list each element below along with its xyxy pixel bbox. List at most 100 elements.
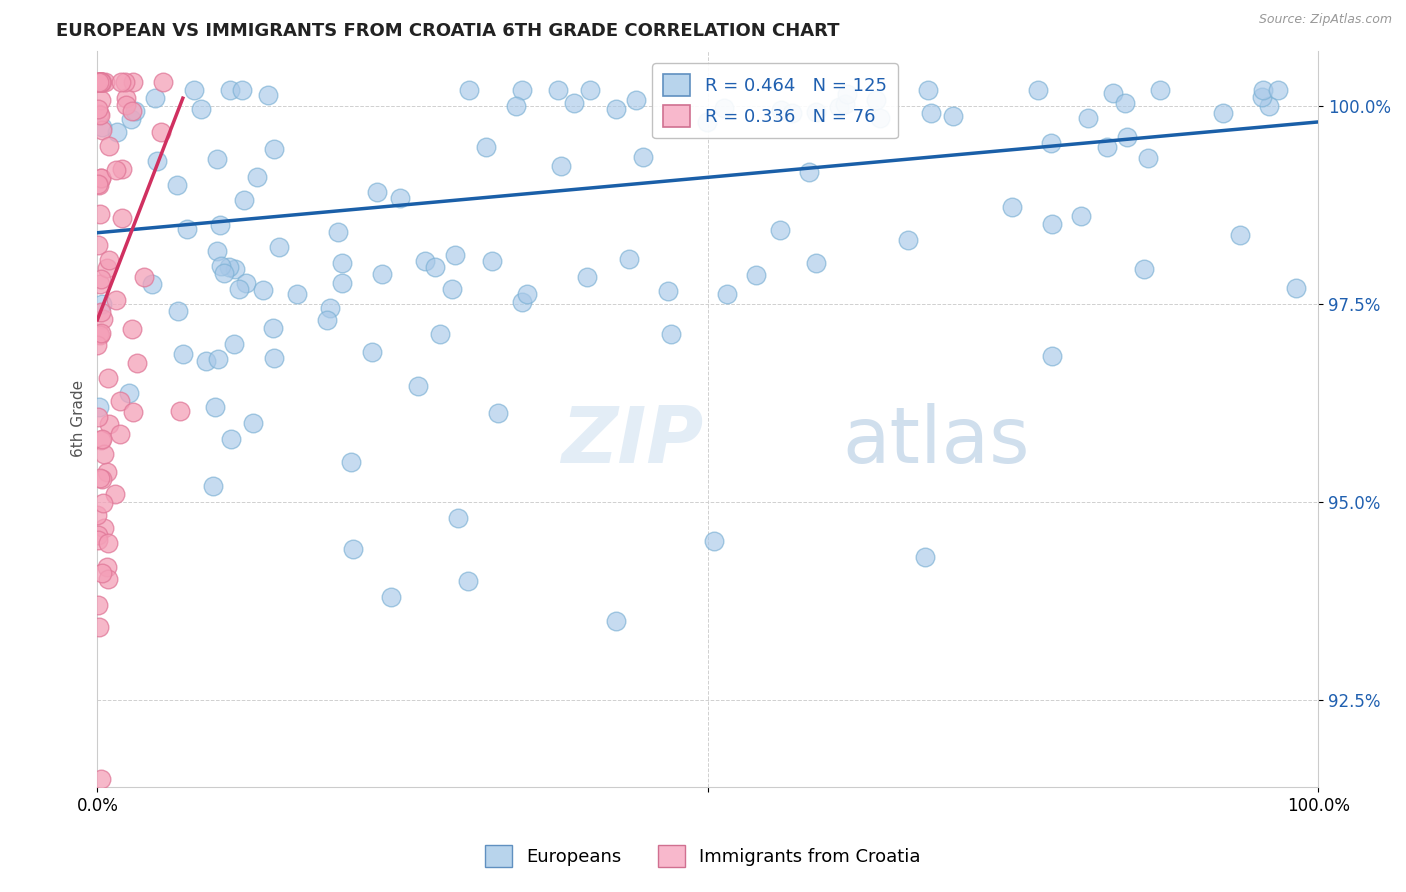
Point [122, 405, 145, 419]
Point [1026, 83, 1049, 97]
Point [1149, 83, 1171, 97]
Point [87, 75, 110, 89]
Point [481, 254, 503, 268]
Point [93, 447, 115, 461]
Point [90, 123, 112, 137]
Point [218, 260, 240, 275]
Point [86, 508, 108, 522]
Point [319, 301, 342, 315]
Point [87, 75, 110, 89]
Point [1039, 136, 1062, 151]
Point [166, 178, 188, 192]
Point [769, 223, 792, 237]
Point [97, 572, 120, 586]
Point [98, 253, 121, 268]
Point [1212, 105, 1234, 120]
Point [263, 351, 285, 366]
Point [869, 111, 891, 125]
Point [205, 152, 228, 166]
Point [167, 304, 190, 318]
Point [146, 153, 169, 168]
Text: atlas: atlas [842, 403, 1029, 479]
Point [366, 185, 388, 199]
Point [121, 322, 143, 336]
Point [342, 542, 364, 557]
Point [89, 170, 111, 185]
Point [89, 327, 111, 342]
Y-axis label: 6th Grade: 6th Grade [72, 380, 86, 458]
Point [105, 125, 128, 139]
Point [172, 347, 194, 361]
Point [115, 98, 138, 112]
Point [105, 293, 128, 308]
Point [475, 140, 498, 154]
Point [89, 277, 111, 292]
Point [87, 528, 110, 542]
Point [626, 93, 648, 107]
Point [205, 244, 228, 259]
Point [920, 106, 942, 120]
Point [96, 560, 118, 574]
Point [235, 277, 257, 291]
Point [1116, 130, 1139, 145]
Point [105, 162, 128, 177]
Point [361, 345, 384, 359]
Point [224, 336, 246, 351]
Point [512, 295, 534, 310]
Point [87, 400, 110, 414]
Point [152, 75, 174, 89]
Point [806, 105, 828, 120]
Point [380, 590, 402, 604]
Point [90, 772, 112, 786]
Point [143, 91, 166, 105]
Point [120, 112, 142, 126]
Point [486, 406, 509, 420]
Point [942, 109, 965, 123]
Point [441, 282, 464, 296]
Point [124, 104, 146, 119]
Point [89, 170, 111, 185]
Point [703, 534, 725, 549]
Point [87, 237, 110, 252]
Point [575, 269, 598, 284]
Point [263, 142, 285, 156]
Point [90, 93, 112, 107]
Point [770, 103, 793, 118]
Point [86, 75, 108, 89]
Point [917, 83, 939, 97]
Point [91, 566, 114, 581]
Point [262, 321, 284, 335]
Point [340, 455, 363, 469]
Point [1040, 217, 1063, 231]
Point [246, 169, 269, 184]
Point [562, 95, 585, 110]
Point [89, 178, 111, 192]
Point [285, 286, 308, 301]
Legend: R = 0.464   N = 125, R = 0.336   N = 76: R = 0.464 N = 125, R = 0.336 N = 76 [652, 63, 897, 138]
Point [96, 261, 118, 276]
Point [1114, 95, 1136, 110]
Point [97, 138, 120, 153]
Point [579, 83, 602, 97]
Point [89, 108, 111, 122]
Point [87, 533, 110, 547]
Point [837, 87, 859, 101]
Point [219, 432, 242, 446]
Point [115, 91, 138, 105]
Point [1267, 83, 1289, 97]
Point [90, 432, 112, 446]
Point [125, 356, 148, 370]
Point [1229, 227, 1251, 242]
Point [429, 326, 451, 341]
Point [413, 253, 436, 268]
Point [110, 75, 132, 89]
Point [90, 75, 112, 89]
Point [505, 99, 527, 113]
Point [269, 240, 291, 254]
Point [619, 252, 641, 266]
Point [782, 105, 804, 120]
Point [457, 574, 479, 588]
Point [93, 520, 115, 534]
Point [121, 103, 143, 118]
Point [89, 326, 111, 341]
